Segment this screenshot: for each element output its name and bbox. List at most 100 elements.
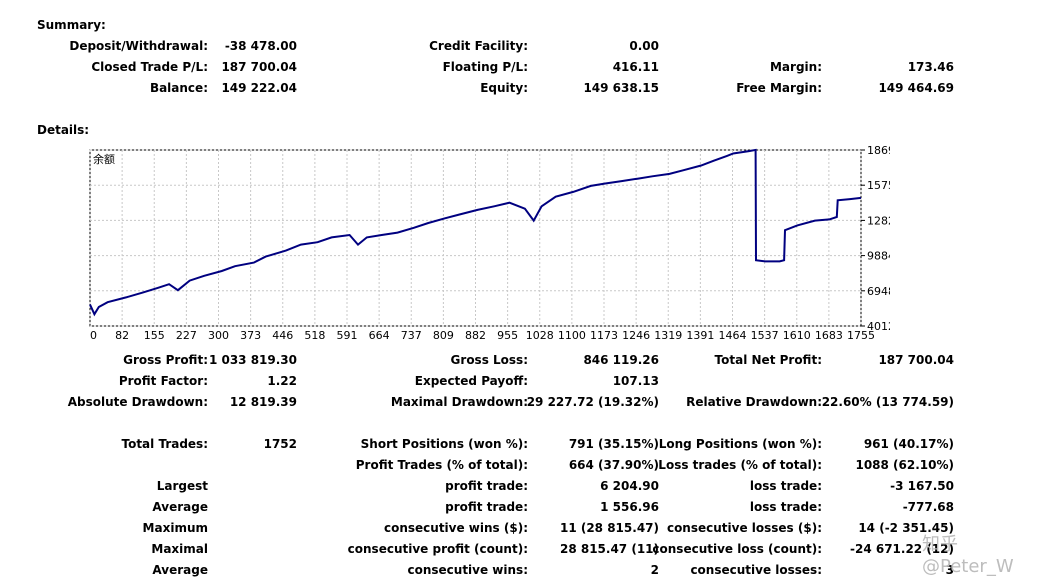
y-tick-label: 186923 <box>867 146 890 157</box>
x-tick-label: 737 <box>401 329 422 342</box>
avg-cons-wins-value: 2 <box>650 563 659 577</box>
loss-trades-label: Loss trades (% of total): <box>658 458 822 472</box>
maximal-cons-loss-value: -24 671.22 (12) <box>849 542 954 556</box>
details-title: Details: <box>37 123 90 137</box>
largest-profit-value: 6 204.90 <box>600 479 659 493</box>
maximum-label: Maximum <box>142 521 208 535</box>
balance-value: 149 222.04 <box>221 81 297 95</box>
x-tick-label: 300 <box>208 329 229 342</box>
x-tick-label: 82 <box>115 329 129 342</box>
average-label: Average <box>152 500 208 514</box>
x-tick-label: 1755 <box>847 329 875 342</box>
deposit-value: -38 478.00 <box>224 39 297 53</box>
maximal-label: Maximal <box>151 542 208 556</box>
relative-drawdown-label: Relative Drawdown: <box>686 395 822 409</box>
avg-cons-losses-label: consecutive losses: <box>690 563 822 577</box>
gross-loss-value: 846 119.26 <box>583 353 659 367</box>
max-cons-wins-value: 11 (28 815.47) <box>559 521 659 535</box>
long-positions-value: 961 (40.17%) <box>863 437 954 451</box>
x-tick-label: 0 <box>90 329 97 342</box>
balance-series-line <box>89 148 862 317</box>
x-tick-label: 1537 <box>751 329 779 342</box>
absolute-drawdown-label: Absolute Drawdown: <box>67 395 208 409</box>
x-tick-label: 155 <box>144 329 165 342</box>
credit-value: 0.00 <box>629 39 659 53</box>
relative-drawdown-value: 22.60% (13 774.59) <box>821 395 954 409</box>
closed-pl-label: Closed Trade P/L: <box>91 60 208 74</box>
summary-title: Summary: <box>37 18 106 32</box>
largest-profit-label: profit trade: <box>445 479 528 493</box>
y-tick-label: 128202 <box>867 214 890 227</box>
x-tick-label: 809 <box>433 329 454 342</box>
total-net-profit-value: 187 700.04 <box>878 353 954 367</box>
x-tick-label: 1683 <box>815 329 843 342</box>
profit-trades-value: 664 (37.90%) <box>568 458 659 472</box>
max-cons-losses-value: 14 (-2 351.45) <box>858 521 954 535</box>
watermark: 知乎 @Peter_W <box>922 534 1014 577</box>
short-positions-value: 791 (35.15%) <box>568 437 659 451</box>
x-tick-label: 882 <box>465 329 486 342</box>
closed-pl-value: 187 700.04 <box>221 60 297 74</box>
balance-chart: 余额 0 82 155 227 300 373 446 518 591 664 737 809 882 9… <box>89 146 890 342</box>
floating-pl-label: Floating P/L: <box>442 60 528 74</box>
maximal-drawdown-label: Maximal Drawdown: <box>390 395 528 409</box>
x-tick-label: 373 <box>240 329 261 342</box>
margin-value: 173.46 <box>907 60 954 74</box>
max-cons-wins-label: consecutive wins ($): <box>383 521 528 535</box>
x-tick-label: 955 <box>497 329 518 342</box>
avg-cons-losses-value: 3 <box>945 563 954 577</box>
total-trades-value: 1752 <box>263 437 297 451</box>
maximal-cons-profit-value: 28 815.47 (11) <box>559 542 659 556</box>
average-loss-label: loss trade: <box>749 500 822 514</box>
avg-cons-wins-label: consecutive wins: <box>407 563 528 577</box>
grid <box>89 149 862 327</box>
max-cons-losses-label: consecutive losses ($): <box>666 521 822 535</box>
maximal-cons-profit-label: consecutive profit (count): <box>347 542 528 556</box>
long-positions-label: Long Positions (won %): <box>658 437 822 451</box>
margin-label: Margin: <box>769 60 822 74</box>
gross-profit-value: 1 033 819.30 <box>208 353 297 367</box>
x-tick-label: 1391 <box>686 329 714 342</box>
balance-label: Balance: <box>149 81 208 95</box>
expected-payoff-value: 107.13 <box>612 374 659 388</box>
maximal-cons-loss-label: consecutive loss (count): <box>652 542 822 556</box>
average-profit-label: profit trade: <box>445 500 528 514</box>
floating-pl-value: 416.11 <box>612 60 659 74</box>
gross-profit-label: Gross Profit: <box>123 353 208 367</box>
total-trades-label: Total Trades: <box>121 437 208 451</box>
total-net-profit-label: Total Net Profit: <box>714 353 822 367</box>
average-profit-value: 1 556.96 <box>600 500 659 514</box>
x-tick-label: 664 <box>369 329 390 342</box>
y-tick-label: 69480 <box>867 285 890 298</box>
equity-value: 149 638.15 <box>583 81 659 95</box>
x-tick-label: 591 <box>337 329 358 342</box>
x-tick-label: 1610 <box>783 329 811 342</box>
credit-label: Credit Facility: <box>429 39 528 53</box>
expected-payoff-label: Expected Payoff: <box>414 374 528 388</box>
largest-label: Largest <box>156 479 208 493</box>
loss-trades-value: 1088 (62.10%) <box>855 458 954 472</box>
x-tick-label: 227 <box>176 329 197 342</box>
maximal-drawdown-value: 29 227.72 (19.32%) <box>526 395 659 409</box>
x-tick-label: 1028 <box>526 329 554 342</box>
x-tick-label: 1173 <box>590 329 618 342</box>
absolute-drawdown-value: 12 819.39 <box>229 395 297 409</box>
deposit-label: Deposit/Withdrawal: <box>69 39 208 53</box>
average-loss-value: -777.68 <box>902 500 954 514</box>
profit-trades-label: Profit Trades (% of total): <box>355 458 528 472</box>
short-positions-label: Short Positions (won %): <box>360 437 528 451</box>
free-margin-value: 149 464.69 <box>878 81 954 95</box>
y-tick-label: 98841 <box>867 250 890 263</box>
profit-factor-value: 1.22 <box>267 374 297 388</box>
x-tick-label: 518 <box>304 329 325 342</box>
average2-label: Average <box>152 563 208 577</box>
profit-factor-label: Profit Factor: <box>118 374 208 388</box>
x-tick-label: 1100 <box>558 329 586 342</box>
equity-label: Equity: <box>480 81 528 95</box>
x-tick-label: 446 <box>272 329 293 342</box>
y-tick-label: 40120 <box>867 320 890 333</box>
free-margin-label: Free Margin: <box>736 81 822 95</box>
x-tick-label: 1319 <box>654 329 682 342</box>
largest-loss-label: loss trade: <box>749 479 822 493</box>
x-tick-label: 1464 <box>719 329 747 342</box>
